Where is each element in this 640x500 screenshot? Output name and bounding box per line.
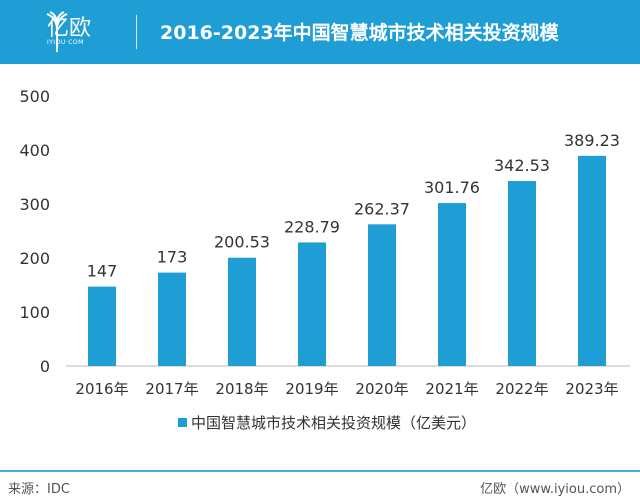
bar xyxy=(158,272,186,366)
data-label: 173 xyxy=(157,248,188,267)
header-divider xyxy=(136,15,137,49)
x-tick-label: 2022年 xyxy=(495,380,548,398)
x-tick-label: 2021年 xyxy=(425,380,478,398)
x-tick-label: 2023年 xyxy=(565,380,618,398)
data-label: 389.23 xyxy=(564,131,620,150)
y-tick-label: 200 xyxy=(19,249,50,268)
y-tick-label: 400 xyxy=(19,141,50,160)
logo-subtext: IYIOU·COM xyxy=(47,39,84,46)
y-tick-label: 0 xyxy=(40,357,50,376)
site-credit: 亿欧（www.iyiou.com） xyxy=(480,482,630,497)
y-tick-label: 300 xyxy=(19,195,50,214)
logo-text: 亿欧 xyxy=(47,16,92,41)
y-tick-label: 500 xyxy=(19,87,50,106)
x-tick-label: 2019年 xyxy=(285,380,338,398)
legend-swatch xyxy=(178,418,187,427)
legend-label: 中国智慧城市技术相关投资规模（亿美元） xyxy=(191,414,477,432)
bar xyxy=(228,257,256,366)
chart-title: 2016-2023年中国智慧城市技术相关投资规模 xyxy=(160,22,559,44)
source-text: 来源：IDC xyxy=(8,482,70,497)
header-bar: 亿欧 IYIOU·COM 2016-2023年中国智慧城市技术相关投资规模 xyxy=(0,0,640,64)
x-tick-label: 2018年 xyxy=(215,380,268,398)
x-tick-label: 2016年 xyxy=(75,380,128,398)
x-tick-label: 2017年 xyxy=(145,380,198,398)
footer-divider xyxy=(0,470,640,472)
bar-chart: 0 100 200 300 400 500 147 2016年 173 2017年 200.53 20… xyxy=(19,87,630,398)
bar xyxy=(578,155,606,366)
y-tick-label: 100 xyxy=(19,303,50,322)
data-label: 200.53 xyxy=(214,233,270,252)
bar xyxy=(508,181,536,366)
bar xyxy=(438,203,466,366)
data-label: 228.79 xyxy=(284,217,340,236)
bar xyxy=(368,224,396,366)
data-label: 301.76 xyxy=(424,178,480,197)
data-label: 147 xyxy=(87,262,118,281)
x-tick-label: 2020年 xyxy=(355,380,408,398)
data-label: 342.53 xyxy=(494,156,550,175)
bar xyxy=(298,242,326,366)
data-label: 262.37 xyxy=(354,199,410,218)
bar xyxy=(88,286,116,366)
legend: 中国智慧城市技术相关投资规模（亿美元） xyxy=(178,412,476,433)
iyiou-logo-icon xyxy=(46,11,68,52)
